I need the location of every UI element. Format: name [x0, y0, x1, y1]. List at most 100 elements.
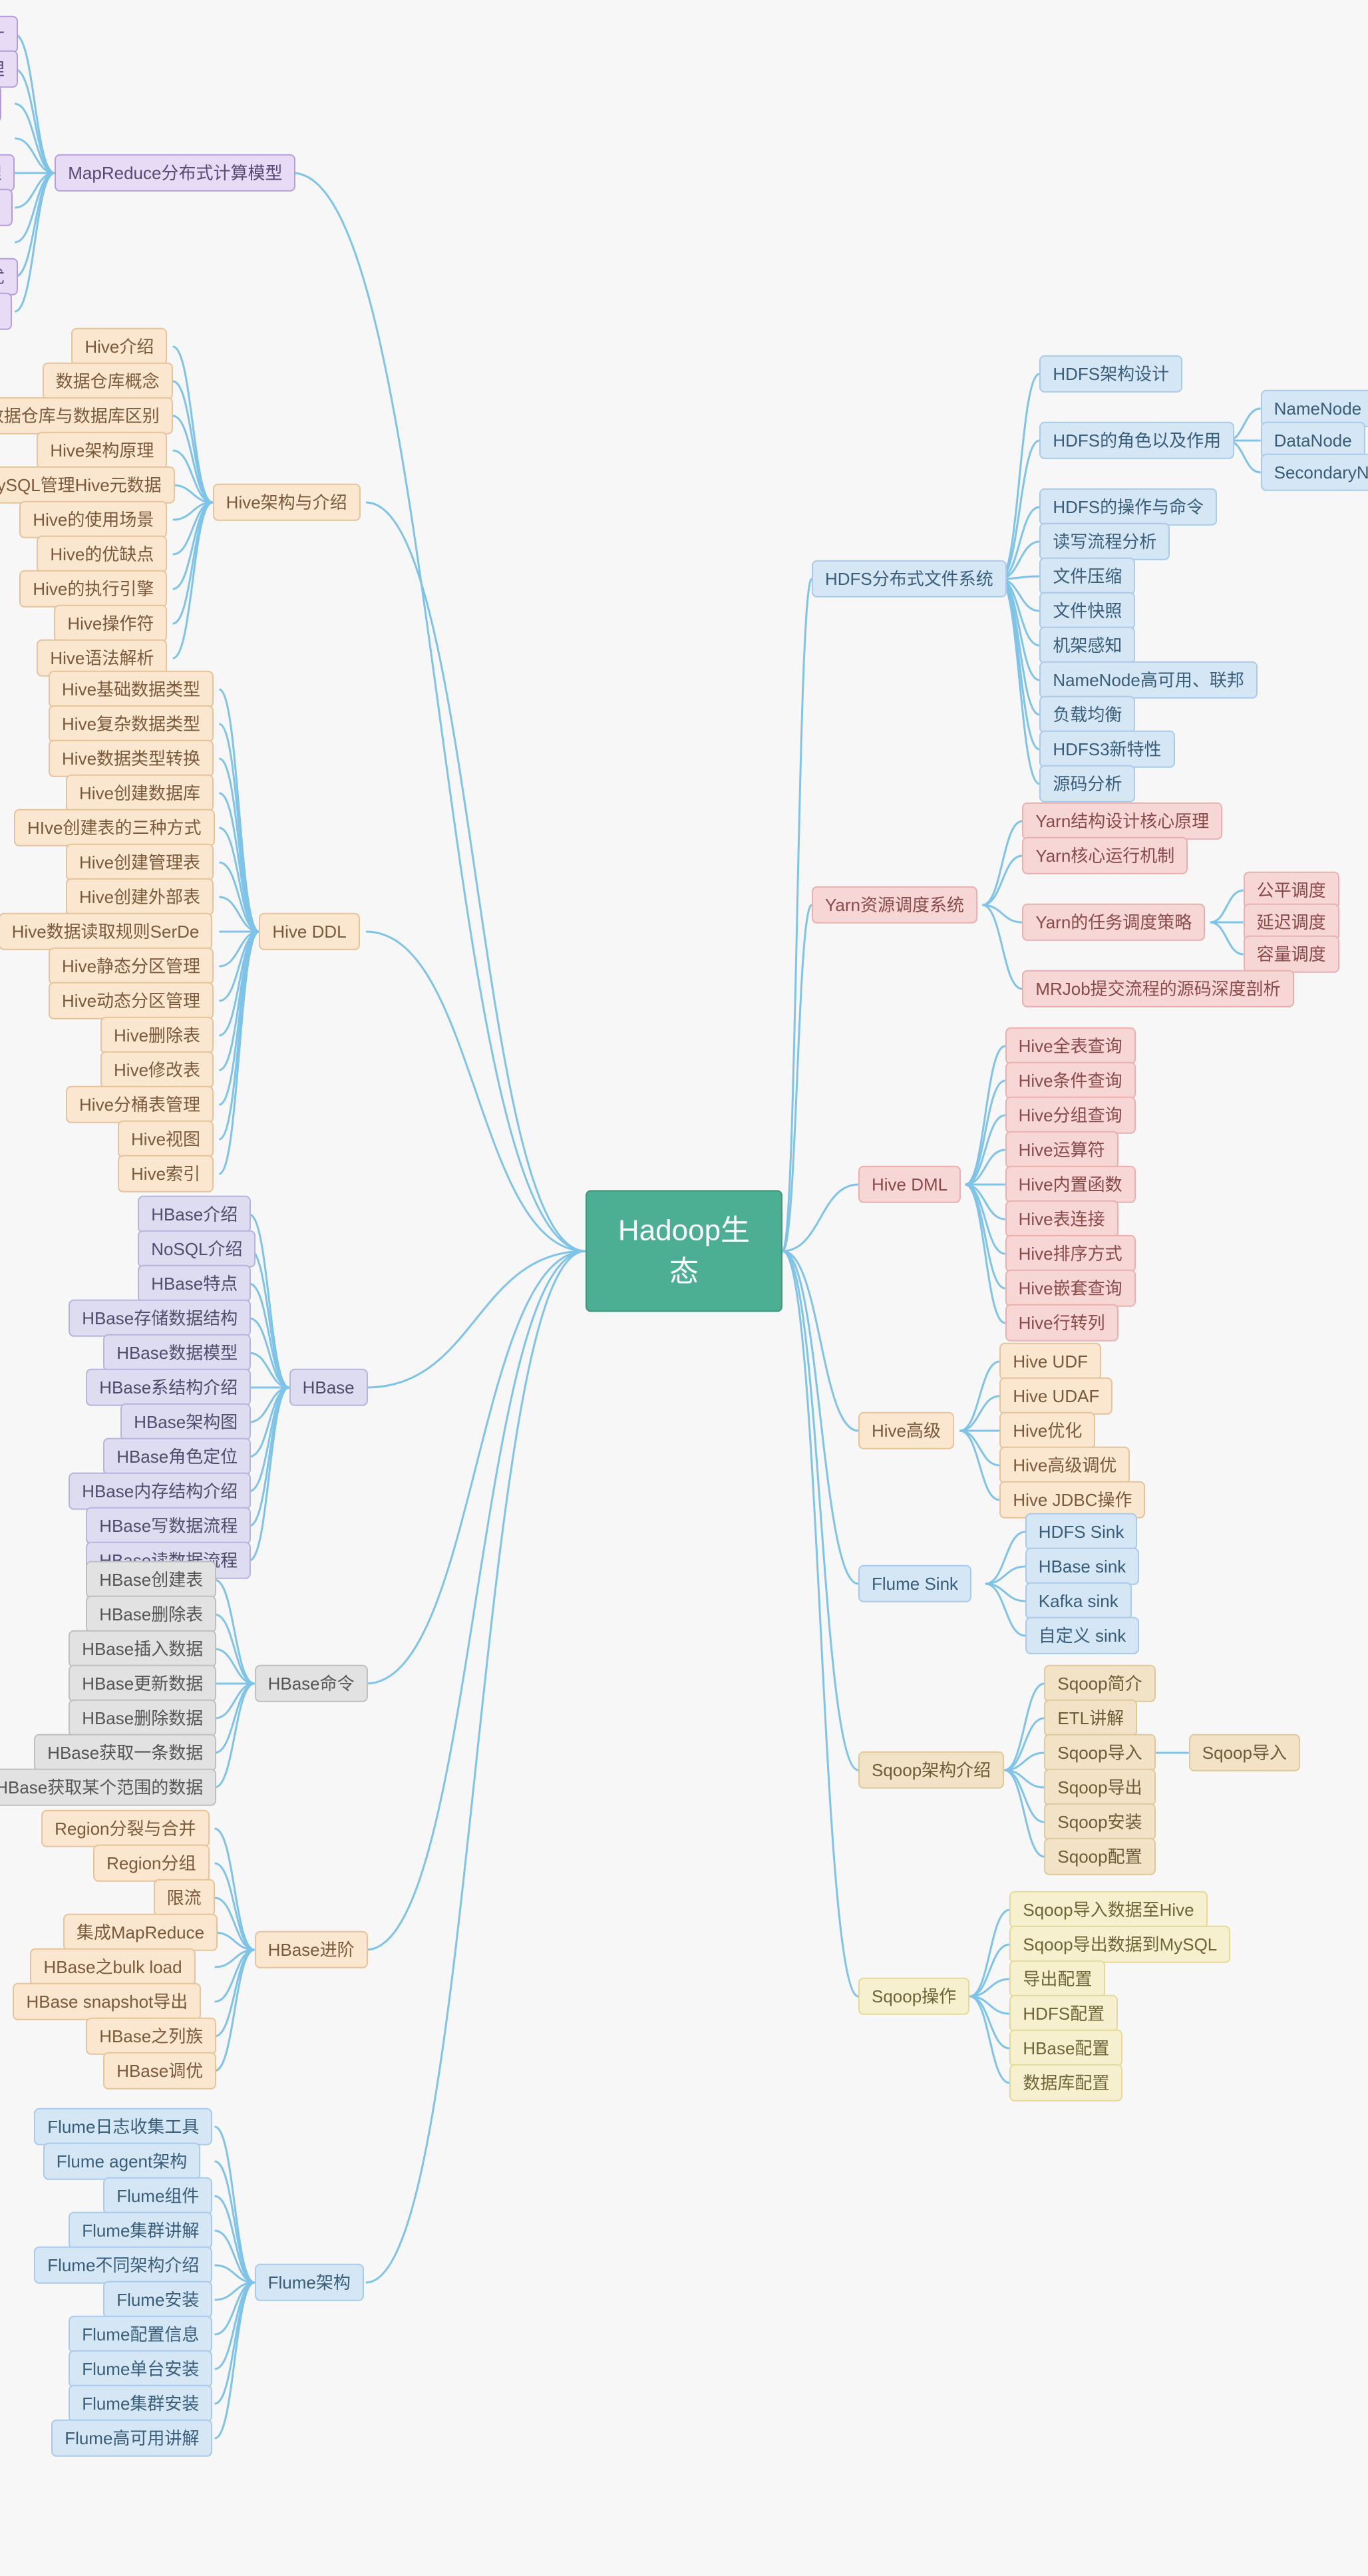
- node[interactable]: Sqoop导入: [1044, 1734, 1155, 1771]
- node[interactable]: Sqoop导入数据至Hive: [1009, 1891, 1207, 1929]
- node[interactable]: HDFS的角色以及作用: [1039, 422, 1234, 459]
- node[interactable]: MapReduce分布式计算模型: [55, 154, 295, 192]
- node[interactable]: Hive全表查询: [1005, 1027, 1136, 1065]
- node[interactable]: HBase存储数据结构: [69, 1300, 251, 1337]
- node[interactable]: 导出配置: [1009, 1960, 1105, 1998]
- node[interactable]: Hive内置函数: [1005, 1166, 1136, 1203]
- node[interactable]: Flume集群安装: [69, 2385, 212, 2422]
- node[interactable]: Sqoop简介: [1044, 1665, 1155, 1702]
- node[interactable]: NameNode高可用、联邦: [1039, 661, 1258, 699]
- node[interactable]: Hive复杂数据类型: [49, 705, 214, 743]
- node[interactable]: Hive的优缺点: [37, 536, 167, 573]
- node[interactable]: HDFS的操作与命令: [1039, 488, 1217, 526]
- node[interactable]: HBase创建表: [86, 1561, 216, 1598]
- node[interactable]: HBase介绍: [138, 1196, 251, 1233]
- node[interactable]: HBase更新数据: [69, 1665, 216, 1702]
- node[interactable]: Kafka sink: [1025, 1582, 1132, 1620]
- node[interactable]: Hive数据类型转换: [49, 740, 214, 777]
- node[interactable]: Hive的执行引擎: [19, 570, 167, 608]
- node[interactable]: Flume高可用讲解: [51, 2420, 212, 2457]
- node[interactable]: Hive分桶表管理: [66, 1086, 214, 1123]
- node[interactable]: Yarn核心运行机制: [1022, 837, 1188, 874]
- node[interactable]: Hive DDL: [259, 913, 359, 950]
- node[interactable]: Flume组件: [103, 2177, 212, 2215]
- node[interactable]: Region分裂与合并: [41, 1810, 209, 1847]
- node[interactable]: Hive创建外部表: [66, 878, 214, 916]
- node[interactable]: Hive行转列: [1005, 1304, 1118, 1342]
- node[interactable]: Flume配置信息: [69, 2316, 212, 2353]
- node[interactable]: 负载均衡: [1039, 696, 1135, 733]
- node[interactable]: Flume agent架构: [43, 2143, 201, 2180]
- node[interactable]: Hive修改表: [100, 1051, 214, 1089]
- node[interactable]: HDFS架构设计: [1039, 355, 1182, 393]
- node[interactable]: 机架感知: [1039, 627, 1135, 664]
- node[interactable]: MapReduce调优: [0, 258, 18, 295]
- node[interactable]: Hive运算符: [1005, 1131, 1118, 1169]
- node[interactable]: HBase命令: [255, 1665, 368, 1702]
- node[interactable]: 数据仓库与数据库区别: [0, 397, 173, 435]
- node[interactable]: HBase特点: [138, 1265, 251, 1302]
- node[interactable]: HBase配置: [1009, 2030, 1122, 2067]
- node[interactable]: Hive创建管理表: [66, 844, 214, 881]
- node[interactable]: Sqoop导出数据到MySQL: [1009, 1926, 1230, 1963]
- node[interactable]: 数据库配置: [1009, 2064, 1122, 2102]
- node[interactable]: HBase角色定位: [103, 1438, 251, 1475]
- node[interactable]: Hive表连接: [1005, 1200, 1118, 1238]
- node[interactable]: 文件压缩: [1039, 558, 1135, 595]
- node[interactable]: HIve创建表的三种方式: [14, 809, 214, 846]
- node[interactable]: HBase架构图: [120, 1403, 251, 1441]
- node[interactable]: HBase插入数据: [69, 1630, 216, 1668]
- node[interactable]: Flume单台安装: [69, 2350, 212, 2388]
- node[interactable]: Hive架构与介绍: [213, 484, 361, 521]
- node[interactable]: Hive操作符: [54, 605, 167, 642]
- node[interactable]: HDFS分布式文件系统: [812, 560, 1007, 598]
- node[interactable]: Sqoop导出: [1044, 1769, 1155, 1806]
- node[interactable]: Sqoop操作: [858, 1978, 969, 2015]
- node[interactable]: Hive UDAF: [999, 1378, 1112, 1415]
- node[interactable]: Hive高级: [858, 1412, 954, 1449]
- node[interactable]: Hive静态分区管理: [49, 948, 214, 985]
- node[interactable]: 深入理解MapReduce的Shuffle过程: [0, 85, 1, 122]
- node[interactable]: MRJob提交流程的源码深度剖析: [1022, 970, 1293, 1008]
- node[interactable]: HBase删除数据: [69, 1700, 216, 1737]
- node[interactable]: Yarn资源调度系统: [812, 886, 977, 924]
- node[interactable]: Hive高级调优: [999, 1447, 1130, 1484]
- node[interactable]: Hive DML: [858, 1166, 961, 1203]
- node[interactable]: Hive介绍: [71, 328, 167, 365]
- node[interactable]: Hive视图: [118, 1121, 214, 1158]
- node[interactable]: HBase之列族: [86, 2018, 216, 2055]
- node[interactable]: 限流: [154, 1879, 215, 1917]
- node[interactable]: ETL讲解: [1044, 1700, 1137, 1737]
- node[interactable]: Hive条件查询: [1005, 1062, 1136, 1099]
- node[interactable]: Flume架构: [255, 2264, 364, 2301]
- node[interactable]: Hive的使用场景: [19, 501, 167, 538]
- node[interactable]: Hive索引: [118, 1155, 214, 1193]
- node[interactable]: 自定义 sink: [1025, 1617, 1139, 1654]
- root-node[interactable]: Hadoop生态: [586, 1190, 782, 1312]
- node[interactable]: HBase snapshot导出: [13, 1983, 201, 2020]
- node[interactable]: 文件快照: [1039, 592, 1135, 630]
- node[interactable]: HBase获取一条数据: [34, 1734, 216, 1771]
- node[interactable]: Flume不同架构介绍: [34, 2247, 212, 2284]
- node[interactable]: HDFS配置: [1009, 1995, 1118, 2032]
- node[interactable]: HBase进阶: [255, 1931, 368, 1968]
- node[interactable]: HDFS3新特性: [1039, 731, 1174, 768]
- node[interactable]: Hive优化: [999, 1412, 1095, 1449]
- node[interactable]: Flume集群讲解: [69, 2212, 212, 2249]
- node[interactable]: Hive删除表: [100, 1017, 214, 1054]
- node[interactable]: 数据仓库概念: [43, 363, 173, 400]
- node[interactable]: HBase获取某个范围的数据: [0, 1769, 216, 1806]
- node[interactable]: HBase写数据流程: [86, 1507, 251, 1545]
- node[interactable]: HBase数据模型: [103, 1334, 251, 1372]
- node[interactable]: 读写流程分析: [1039, 523, 1170, 560]
- node[interactable]: Hive动态分区管理: [49, 982, 214, 1019]
- node[interactable]: Hive创建数据库: [66, 775, 214, 812]
- node[interactable]: NoSQL介绍: [138, 1230, 256, 1268]
- node[interactable]: Flume日志收集工具: [34, 2108, 212, 2145]
- node[interactable]: Hive排序方式: [1005, 1235, 1136, 1272]
- node[interactable]: HBase sink: [1025, 1548, 1140, 1585]
- node[interactable]: Yarn结构设计核心原理: [1022, 803, 1222, 840]
- node[interactable]: Hive基础数据类型: [49, 671, 214, 708]
- node[interactable]: MapReduce运行原理: [0, 51, 18, 88]
- node[interactable]: Hive UDF: [999, 1343, 1101, 1380]
